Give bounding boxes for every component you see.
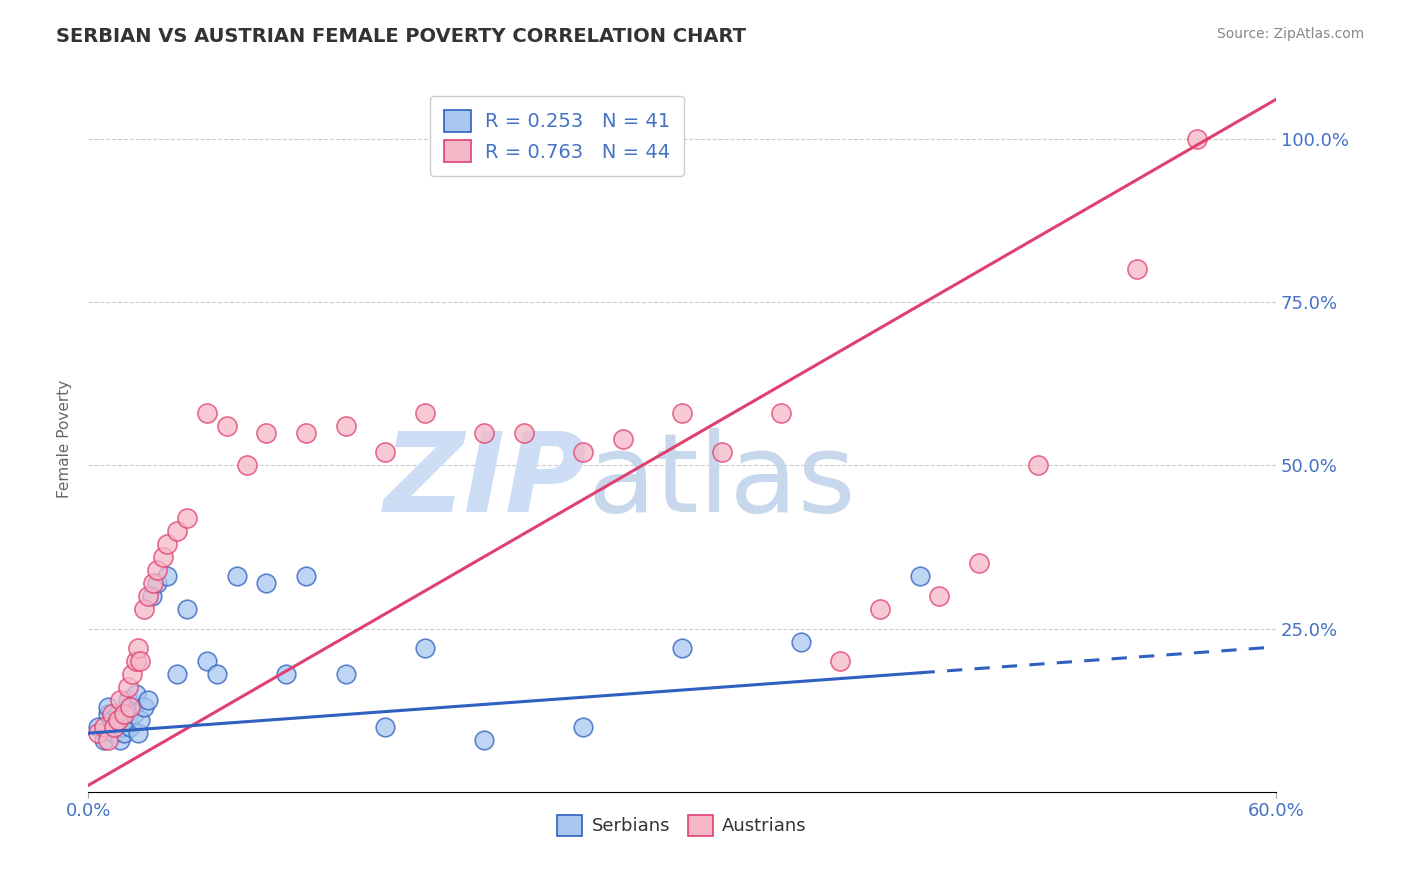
Point: [141, 589, 163, 603]
Point: [671, 406, 693, 420]
Point: [295, 569, 318, 583]
Point: [254, 425, 277, 440]
Point: [195, 654, 218, 668]
Point: [103, 726, 125, 740]
Point: [127, 726, 149, 740]
Point: [374, 445, 396, 459]
Point: [124, 687, 146, 701]
Point: [274, 667, 297, 681]
Point: [572, 720, 595, 734]
Point: [101, 706, 124, 721]
Point: [967, 556, 990, 570]
Point: [166, 524, 188, 538]
Point: [572, 445, 595, 459]
Point: [671, 641, 693, 656]
Point: [132, 700, 155, 714]
Point: [114, 713, 136, 727]
Point: [472, 425, 495, 440]
Point: [908, 569, 931, 583]
Point: [215, 419, 238, 434]
Point: [121, 700, 143, 714]
Point: [97, 706, 120, 721]
Point: [146, 563, 169, 577]
Point: [117, 681, 139, 695]
Legend: Serbians, Austrians: Serbians, Austrians: [550, 807, 814, 843]
Point: [87, 726, 110, 740]
Point: [205, 667, 228, 681]
Point: [830, 654, 852, 668]
Point: [124, 654, 146, 668]
Point: [152, 549, 174, 564]
Point: [97, 700, 120, 714]
Point: [107, 706, 129, 721]
Point: [117, 693, 139, 707]
Point: [93, 720, 115, 734]
Point: [156, 569, 179, 583]
Point: [225, 569, 247, 583]
Point: [112, 706, 135, 721]
Point: [928, 589, 950, 603]
Point: [1028, 458, 1050, 473]
Point: [146, 575, 169, 590]
Point: [108, 693, 131, 707]
Point: [103, 720, 125, 734]
Point: [118, 700, 141, 714]
Text: atlas: atlas: [588, 428, 855, 535]
Point: [97, 732, 120, 747]
Point: [335, 667, 357, 681]
Point: [254, 575, 277, 590]
Text: ZIP: ZIP: [384, 428, 588, 535]
Point: [176, 510, 198, 524]
Y-axis label: Female Poverty: Female Poverty: [58, 380, 72, 499]
Point: [770, 406, 793, 420]
Point: [472, 732, 495, 747]
Point: [413, 641, 436, 656]
Point: [122, 706, 145, 721]
Point: [413, 406, 436, 420]
Point: [335, 419, 357, 434]
Point: [121, 667, 143, 681]
Point: [108, 732, 131, 747]
Point: [156, 537, 179, 551]
Text: SERBIAN VS AUSTRIAN FEMALE POVERTY CORRELATION CHART: SERBIAN VS AUSTRIAN FEMALE POVERTY CORRE…: [56, 27, 747, 45]
Point: [790, 634, 813, 648]
Text: Source: ZipAtlas.com: Source: ZipAtlas.com: [1216, 27, 1364, 41]
Point: [142, 575, 165, 590]
Point: [235, 458, 257, 473]
Point: [512, 425, 534, 440]
Point: [1126, 262, 1149, 277]
Point: [869, 602, 891, 616]
Point: [107, 713, 129, 727]
Point: [132, 602, 155, 616]
Point: [176, 602, 198, 616]
Point: [136, 589, 159, 603]
Point: [118, 720, 141, 734]
Point: [128, 654, 150, 668]
Point: [117, 706, 139, 721]
Point: [166, 667, 188, 681]
Point: [710, 445, 733, 459]
Point: [128, 713, 150, 727]
Point: [111, 720, 134, 734]
Point: [93, 732, 115, 747]
Point: [295, 425, 318, 440]
Point: [612, 432, 634, 446]
Point: [127, 641, 149, 656]
Point: [87, 720, 110, 734]
Point: [101, 713, 124, 727]
Point: [107, 720, 129, 734]
Point: [1185, 131, 1208, 145]
Point: [195, 406, 218, 420]
Point: [112, 726, 135, 740]
Point: [136, 693, 159, 707]
Point: [374, 720, 396, 734]
